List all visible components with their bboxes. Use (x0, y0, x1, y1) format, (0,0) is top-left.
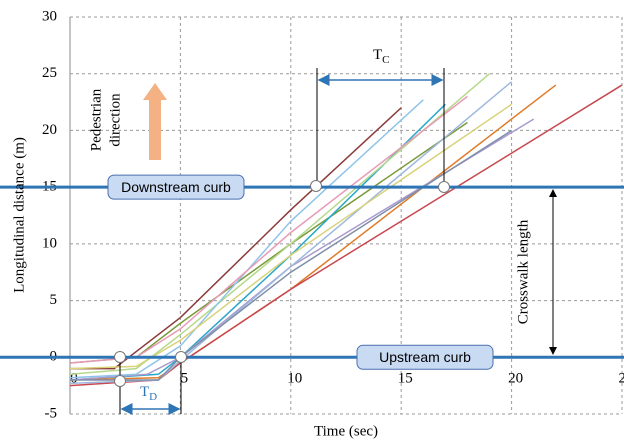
y-tick-label: 10 (42, 235, 57, 251)
tc-label: TC (373, 47, 390, 65)
x-tick-label: 25 (619, 371, 624, 387)
curb-label-box (107, 174, 245, 200)
pedestrian-label: Pedestrian (88, 88, 104, 151)
pedestrian-label: direction (107, 93, 123, 147)
series-line (70, 107, 402, 370)
x-tick-label: 5 (181, 371, 189, 387)
event-point (438, 181, 450, 193)
series-line (69, 99, 424, 379)
crosswalk-label: Crosswalk length (515, 219, 531, 324)
curb-label-box (356, 344, 494, 370)
x-tick-label: 10 (287, 371, 302, 387)
curb-label: Downstream curb (121, 179, 231, 195)
y-tick-label: -5 (45, 405, 58, 421)
x-tick-label: 15 (398, 371, 413, 387)
series-line (69, 103, 513, 370)
event-point (175, 351, 187, 363)
y-tick-label: 5 (50, 292, 58, 308)
y-axis-label: Longitudinal distance (m) (11, 137, 27, 293)
event-point (310, 180, 322, 192)
td-label: TD (140, 384, 157, 402)
tc-main: T (373, 47, 382, 63)
series-line (69, 84, 557, 381)
direction-arrow (143, 83, 167, 160)
x-tick-label: 0 (70, 371, 78, 387)
td-sub: D (149, 391, 157, 403)
series-line (69, 121, 468, 364)
tc-sub: C (382, 54, 389, 66)
y-tick-label: 30 (42, 8, 57, 24)
series-line (69, 95, 468, 364)
event-point (114, 375, 126, 387)
curb-label: Upstream curb (379, 349, 471, 365)
y-tick-label: 25 (42, 65, 57, 81)
x-tick-label: 20 (508, 371, 523, 387)
series-line (69, 118, 535, 381)
y-tick-label: 20 (42, 122, 57, 138)
td-main: T (140, 384, 149, 400)
event-point (114, 351, 126, 363)
x-axis-label: Time (sec) (314, 423, 378, 439)
series-line (69, 73, 491, 376)
